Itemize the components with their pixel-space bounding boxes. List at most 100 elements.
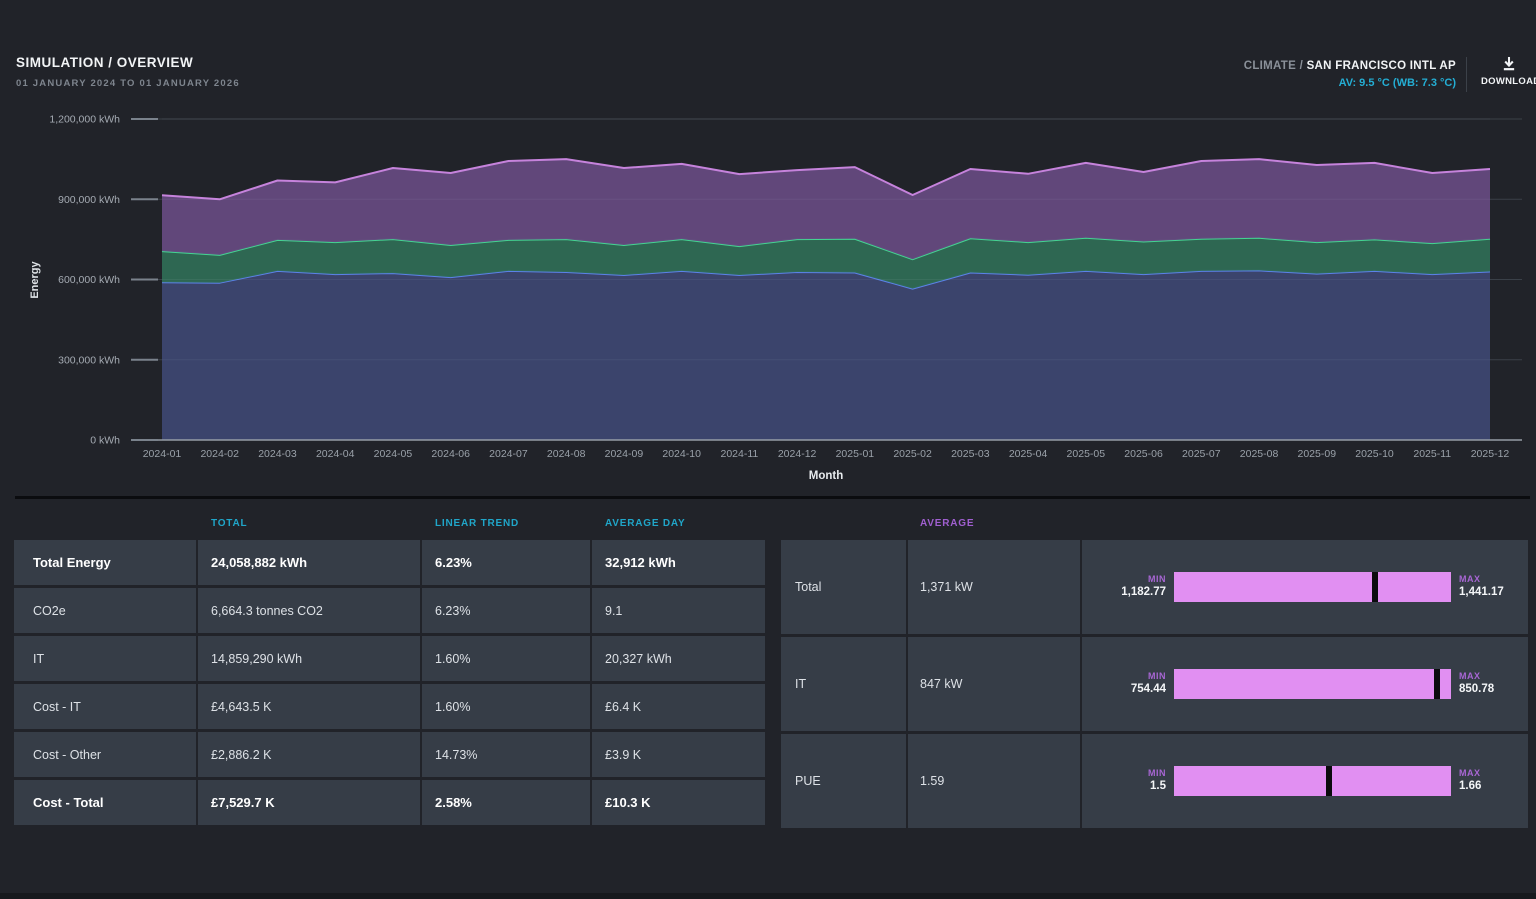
- summary-row-label: IT: [14, 636, 196, 681]
- average-marker: [1372, 572, 1378, 602]
- svg-text:600,000 kWh: 600,000 kWh: [58, 274, 120, 286]
- summary-table-row: Cost - Total £7,529.7 K 2.58% £10.3 K: [14, 780, 765, 825]
- climate-separator: /: [1296, 60, 1307, 72]
- range-bar: [1174, 572, 1451, 602]
- range-row-bar-cell: MIN 1.5 MAX 1.66: [1082, 734, 1528, 828]
- download-icon: [1503, 56, 1514, 71]
- svg-text:2025-08: 2025-08: [1240, 448, 1279, 460]
- svg-text:2024-06: 2024-06: [431, 448, 470, 460]
- download-button[interactable]: DOWNLOAD: [1481, 55, 1536, 87]
- summary-row-average-day: 32,912 kWh: [592, 540, 765, 585]
- svg-text:2025-01: 2025-01: [836, 448, 875, 460]
- svg-text:2025-03: 2025-03: [951, 448, 990, 460]
- summary-row-total: 24,058,882 kWh: [198, 540, 420, 585]
- range-max: MAX 1.66: [1459, 768, 1482, 793]
- summary-row-average-day: £10.3 K: [592, 780, 765, 825]
- svg-text:2024-03: 2024-03: [258, 448, 297, 460]
- average-marker: [1434, 669, 1440, 699]
- range-row-label: Total: [781, 540, 906, 634]
- range-table-row: Total 1,371 kW MIN 1,182.77 MAX 1,441.17: [781, 540, 1528, 634]
- range-row-average: 847 kW: [908, 637, 1080, 731]
- svg-text:2025-09: 2025-09: [1298, 448, 1337, 460]
- summary-row-label: Total Energy: [14, 540, 196, 585]
- svg-text:2025-05: 2025-05: [1067, 448, 1106, 460]
- svg-text:2025-11: 2025-11: [1413, 448, 1451, 460]
- svg-text:Energy: Energy: [29, 260, 41, 298]
- range-bar: [1174, 766, 1451, 796]
- page-title: SIMULATION / OVERVIEW: [16, 55, 194, 70]
- svg-text:2025-10: 2025-10: [1355, 448, 1394, 460]
- svg-text:2024-05: 2024-05: [374, 448, 413, 460]
- summary-row-total: £7,529.7 K: [198, 780, 420, 825]
- download-label: DOWNLOAD: [1481, 76, 1536, 87]
- bottom-strip: [0, 893, 1536, 899]
- svg-text:2024-10: 2024-10: [662, 448, 701, 460]
- range-bar: [1174, 669, 1451, 699]
- average-marker: [1326, 766, 1332, 796]
- summary-table-row: Cost - IT £4,643.5 K 1.60% £6.4 K: [14, 684, 765, 729]
- header-divider: [1466, 57, 1467, 92]
- range-row-bar-cell: MIN 1,182.77 MAX 1,441.17: [1082, 540, 1528, 634]
- svg-text:2024-02: 2024-02: [200, 448, 239, 460]
- svg-text:900,000 kWh: 900,000 kWh: [58, 194, 120, 206]
- summary-row-linear-trend: 6.23%: [422, 588, 590, 633]
- summary-row-average-day: 9.1: [592, 588, 765, 633]
- climate-temperatures: AV: 9.5 °C (WB: 7.3 °C): [1338, 77, 1456, 89]
- range-table-row: IT 847 kW MIN 754.44 MAX 850.78: [781, 637, 1528, 731]
- column-header-average-day: AVERAGE DAY: [605, 518, 686, 529]
- svg-text:2025-02: 2025-02: [893, 448, 932, 460]
- summary-table-headers: TOTAL LINEAR TREND AVERAGE DAY: [14, 516, 765, 540]
- summary-row-linear-trend: 2.58%: [422, 780, 590, 825]
- svg-text:2024-07: 2024-07: [489, 448, 528, 460]
- column-header-linear-trend: LINEAR TREND: [435, 518, 520, 529]
- svg-text:2025-12: 2025-12: [1471, 448, 1510, 460]
- summary-table-row: Cost - Other £2,886.2 K 14.73% £3.9 K: [14, 732, 765, 777]
- column-header-average: AVERAGE: [920, 518, 975, 529]
- svg-text:2024-08: 2024-08: [547, 448, 586, 460]
- summary-row-total: £4,643.5 K: [198, 684, 420, 729]
- svg-text:300,000 kWh: 300,000 kWh: [58, 354, 120, 366]
- column-header-total: TOTAL: [211, 518, 248, 529]
- range-table: AVERAGE Total 1,371 kW MIN 1,182.77 MAX …: [781, 516, 1528, 831]
- svg-text:1,200,000 kWh: 1,200,000 kWh: [49, 114, 120, 126]
- svg-text:Month: Month: [809, 470, 843, 482]
- summary-row-average-day: £6.4 K: [592, 684, 765, 729]
- summary-row-linear-trend: 14.73%: [422, 732, 590, 777]
- svg-text:2024-11: 2024-11: [721, 448, 759, 460]
- summary-table-row: CO2e 6,664.3 tonnes CO2 6.23% 9.1: [14, 588, 765, 633]
- range-table-headers: AVERAGE: [781, 516, 1528, 540]
- date-range: 01 JANUARY 2024 TO 01 JANUARY 2026: [16, 78, 240, 89]
- summary-row-total: 14,859,290 kWh: [198, 636, 420, 681]
- summary-row-label: Cost - IT: [14, 684, 196, 729]
- climate-label: CLIMATE: [1243, 60, 1297, 72]
- range-max: MAX 850.78: [1459, 671, 1495, 696]
- range-row-average: 1,371 kW: [908, 540, 1080, 634]
- climate-value: SAN FRANCISCO INTL AP: [1306, 60, 1456, 72]
- svg-text:2024-04: 2024-04: [316, 448, 355, 460]
- range-min: MIN 1,182.77: [1121, 574, 1166, 599]
- summary-row-linear-trend: 1.60%: [422, 684, 590, 729]
- section-divider: [15, 496, 1530, 499]
- summary-table-row: IT 14,859,290 kWh 1.60% 20,327 kWh: [14, 636, 765, 681]
- range-min: MIN 1.5: [1148, 768, 1166, 793]
- range-row-label: IT: [781, 637, 906, 731]
- summary-row-total: £2,886.2 K: [198, 732, 420, 777]
- svg-text:2024-09: 2024-09: [605, 448, 644, 460]
- svg-text:2024-01: 2024-01: [143, 448, 182, 460]
- page-header: SIMULATION / OVERVIEW 01 JANUARY 2024 TO…: [16, 55, 240, 89]
- summary-table-row: Total Energy 24,058,882 kWh 6.23% 32,912…: [14, 540, 765, 585]
- summary-row-label: Cost - Other: [14, 732, 196, 777]
- climate-selector[interactable]: CLIMATE / SAN FRANCISCO INTL AP AV: 9.5 …: [1244, 60, 1456, 89]
- svg-text:2025-06: 2025-06: [1124, 448, 1163, 460]
- summary-row-total: 6,664.3 tonnes CO2: [198, 588, 420, 633]
- summary-row-average-day: £3.9 K: [592, 732, 765, 777]
- summary-table: TOTAL LINEAR TREND AVERAGE DAY Total Ene…: [14, 516, 765, 828]
- svg-text:2025-04: 2025-04: [1009, 448, 1048, 460]
- summary-row-average-day: 20,327 kWh: [592, 636, 765, 681]
- range-table-row: PUE 1.59 MIN 1.5 MAX 1.66: [781, 734, 1528, 828]
- svg-text:0 kWh: 0 kWh: [90, 435, 120, 447]
- summary-row-label: Cost - Total: [14, 780, 196, 825]
- svg-text:2025-07: 2025-07: [1182, 448, 1221, 460]
- svg-text:2024-12: 2024-12: [778, 448, 817, 460]
